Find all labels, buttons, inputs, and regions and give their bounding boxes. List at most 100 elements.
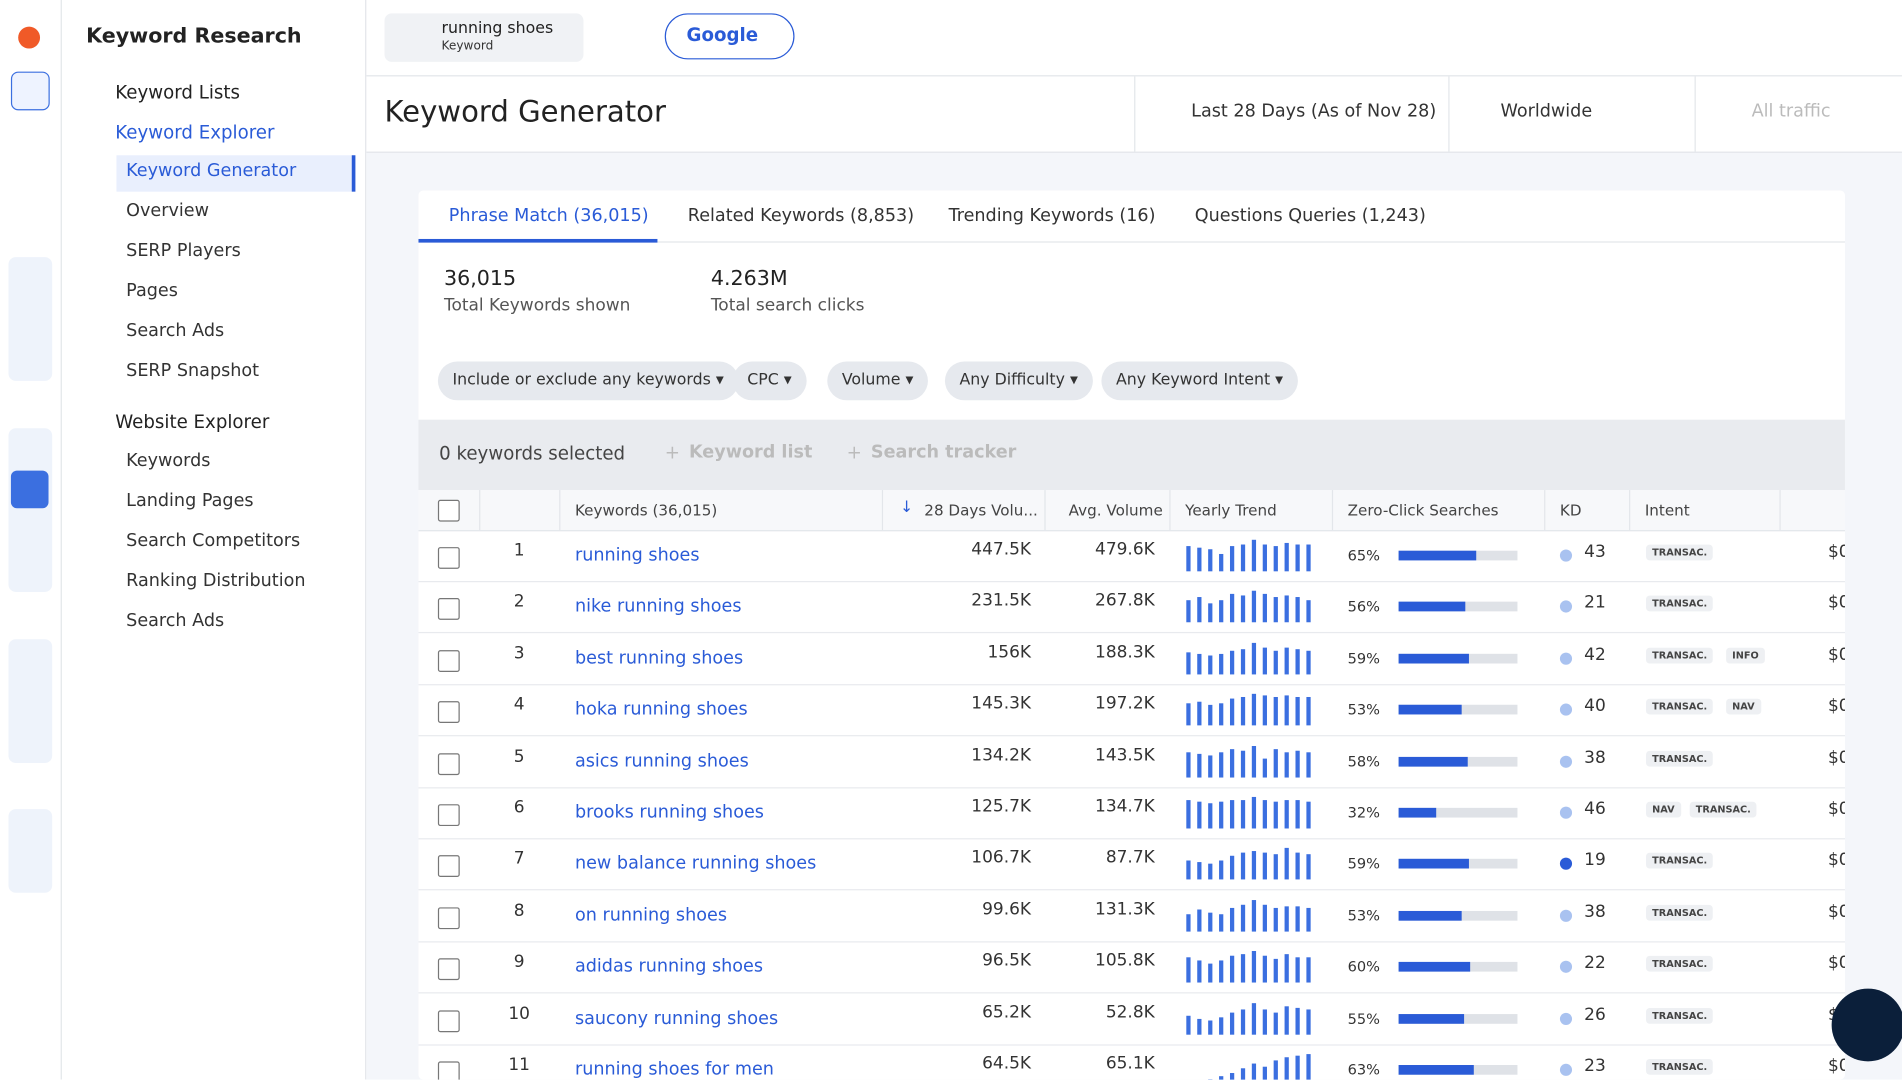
volume-28d: 64.5K: [982, 1054, 1032, 1074]
nav-item[interactable]: SERP Snapshot: [126, 361, 260, 381]
trend-bar: [1219, 553, 1224, 572]
checkbox[interactable]: [437, 701, 460, 724]
logo: [18, 26, 41, 49]
filter-chip[interactable]: CPC ▾: [732, 361, 807, 401]
kd-value: 26: [1584, 1005, 1606, 1025]
trend-bar: [1197, 653, 1202, 675]
nav-item[interactable]: Keywords: [126, 451, 211, 471]
nav-item[interactable]: Search Ads: [126, 321, 225, 341]
checkbox[interactable]: [437, 1061, 460, 1080]
trend-bar: [1251, 1063, 1257, 1080]
intent-tag: TRANSAC.: [1646, 853, 1714, 869]
keyword-link[interactable]: new balance running shoes: [574, 854, 817, 874]
volume-28d: 231.5K: [971, 591, 1032, 611]
trend-bar: [1186, 800, 1191, 829]
column-header[interactable]: KD: [1559, 500, 1582, 520]
tab[interactable]: Phrase Match (36,015): [448, 206, 649, 226]
trend-bar: [1251, 745, 1257, 778]
zero-click-bar: [1398, 550, 1476, 561]
column-header[interactable]: Yearly Trend: [1185, 500, 1277, 520]
zero-click-label: 63%: [1347, 1061, 1380, 1079]
checkbox[interactable]: [437, 649, 460, 672]
nav-item[interactable]: Pages: [126, 281, 178, 301]
intent-tag: NAV: [1726, 698, 1761, 715]
nav-item[interactable]: Search Ads: [126, 611, 225, 631]
checkbox[interactable]: [437, 598, 460, 621]
tab[interactable]: Questions Queries (1,243): [1194, 206, 1426, 226]
trend-bar: [1306, 650, 1311, 675]
zero-click-label: 55%: [1347, 1009, 1380, 1027]
rank: 10: [508, 1003, 530, 1024]
zero-click-label: 59%: [1347, 855, 1380, 873]
column-header[interactable]: Keywords (36,015): [574, 500, 718, 520]
trend-bar: [1262, 853, 1267, 880]
checkbox[interactable]: [437, 499, 460, 522]
card: [418, 190, 1845, 1080]
traffic-picker[interactable]: All traffic: [1751, 101, 1831, 122]
checkbox[interactable]: [437, 804, 460, 827]
column-header[interactable]: Intent: [1644, 500, 1690, 520]
kd-dot: [1559, 549, 1573, 562]
trend-bar: [1240, 544, 1246, 572]
nav-item[interactable]: Keyword Generator: [126, 161, 297, 181]
trend-bar: [1229, 594, 1235, 623]
keyword-link[interactable]: running shoes: [574, 545, 700, 566]
filter-chip[interactable]: Any Difficulty ▾: [944, 361, 1093, 401]
col-divider: [559, 490, 561, 531]
nav-item[interactable]: SERP Players: [126, 241, 241, 261]
keyword-link[interactable]: adidas running shoes: [574, 957, 764, 977]
column-header[interactable]: Avg. Volume: [1068, 500, 1163, 520]
engine-button[interactable]: [664, 13, 795, 60]
avg-volume: 188.3K: [1095, 642, 1155, 663]
nav-item[interactable]: Search Competitors: [126, 531, 301, 551]
tab[interactable]: Trending Keywords (16): [948, 206, 1156, 226]
col-divider: [1169, 490, 1171, 531]
filter-chip[interactable]: Any Keyword Intent ▾: [1101, 361, 1298, 401]
nav-item[interactable]: Landing Pages: [126, 491, 254, 511]
checkbox[interactable]: [437, 907, 460, 929]
column-header[interactable]: Zero-Click Searches: [1347, 500, 1499, 520]
keyword-link[interactable]: saucony running shoes: [574, 1008, 779, 1029]
active-bar: [351, 155, 356, 192]
nav-item[interactable]: Ranking Distribution: [126, 571, 306, 591]
ai-icon[interactable]: [10, 71, 50, 111]
volume-28d: 134.2K: [971, 745, 1032, 765]
filter-chip[interactable]: Volume ▾: [827, 361, 928, 401]
trend-bar: [1197, 1018, 1202, 1035]
intent-tag: INFO: [1726, 647, 1765, 664]
nav-item[interactable]: Overview: [126, 201, 209, 221]
checkbox[interactable]: [437, 1009, 460, 1032]
keyword-link[interactable]: asics running shoes: [574, 751, 749, 771]
tab-underline: [418, 238, 658, 243]
checkbox[interactable]: [437, 958, 460, 981]
keyword-link[interactable]: brooks running shoes: [574, 803, 764, 823]
keyword-link[interactable]: nike running shoes: [574, 597, 742, 617]
keyword-link[interactable]: best running shoes: [574, 648, 744, 669]
checkbox[interactable]: [437, 855, 460, 878]
location-picker[interactable]: Worldwide: [1500, 101, 1593, 122]
section-link[interactable]: Keyword Explorer: [115, 121, 275, 144]
kd-dot: [1559, 1012, 1573, 1025]
search-box[interactable]: [384, 13, 584, 62]
trend-bar: [1229, 698, 1235, 726]
selection-action[interactable]: Keyword list: [688, 442, 813, 463]
keyword-link[interactable]: running shoes for men: [574, 1060, 774, 1080]
active-icon[interactable]: [10, 470, 49, 509]
section-link[interactable]: Keyword Lists: [115, 81, 241, 104]
row-line: [418, 992, 1845, 994]
column-header[interactable]: 28 Days Volu...: [924, 500, 1038, 520]
section-link[interactable]: Website Explorer: [115, 411, 270, 434]
keyword-link[interactable]: hoka running shoes: [574, 700, 748, 720]
checkbox[interactable]: [437, 752, 460, 775]
trend-bar: [1251, 899, 1257, 932]
checkbox[interactable]: [437, 547, 460, 569]
selection-action[interactable]: Search tracker: [870, 442, 1017, 463]
chat-button[interactable]: [1831, 988, 1902, 1062]
filter-chip[interactable]: Include or exclude any keywords ▾: [437, 361, 739, 401]
date-picker[interactable]: Last 28 Days (As of Nov 28): [1191, 101, 1437, 122]
intent-tag: TRANSAC.: [1646, 647, 1714, 664]
trend-bar: [1208, 963, 1213, 983]
tab[interactable]: Related Keywords (8,853): [687, 206, 915, 226]
keyword-link[interactable]: on running shoes: [574, 905, 727, 926]
